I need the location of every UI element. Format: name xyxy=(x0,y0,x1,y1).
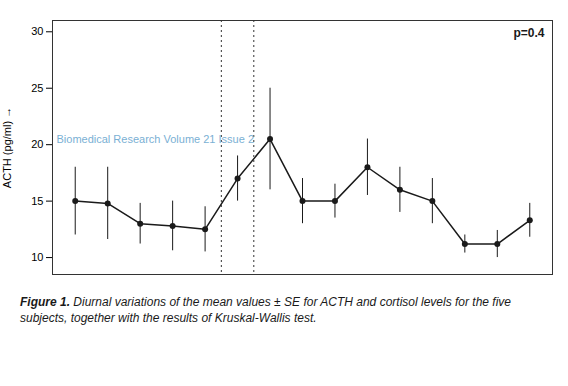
svg-text:ACTH (pg/ml) →: ACTH (pg/ml) → xyxy=(1,107,13,188)
svg-text:25: 25 xyxy=(31,82,43,94)
svg-text:p=0.4: p=0.4 xyxy=(513,26,544,40)
svg-text:20: 20 xyxy=(31,138,43,150)
html-text:Figure 1. Diurnal variations o: Figure 1. Diurnal variations of the mean… xyxy=(20,295,511,326)
svg-text:15: 15 xyxy=(31,195,43,207)
svg-text:10: 10 xyxy=(31,251,43,263)
svg-text:30: 30 xyxy=(31,25,43,37)
svg-text:Biomedical Research Volume 21: Biomedical Research Volume 21 Issue 2 xyxy=(57,133,255,145)
